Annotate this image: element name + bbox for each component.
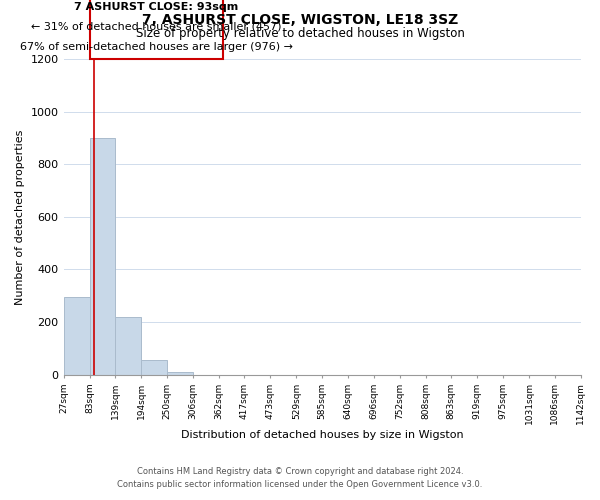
Bar <box>64 297 89 374</box>
Text: 7 ASHURST CLOSE: 93sqm: 7 ASHURST CLOSE: 93sqm <box>74 2 238 12</box>
Y-axis label: Number of detached properties: Number of detached properties <box>15 129 25 304</box>
Text: Contains HM Land Registry data © Crown copyright and database right 2024.
Contai: Contains HM Land Registry data © Crown c… <box>118 468 482 489</box>
Text: 7, ASHURST CLOSE, WIGSTON, LE18 3SZ: 7, ASHURST CLOSE, WIGSTON, LE18 3SZ <box>142 12 458 26</box>
Bar <box>89 138 115 374</box>
Text: Size of property relative to detached houses in Wigston: Size of property relative to detached ho… <box>136 28 464 40</box>
Bar <box>115 317 141 374</box>
FancyBboxPatch shape <box>89 0 223 59</box>
Bar <box>167 372 193 374</box>
Text: 67% of semi-detached houses are larger (976) →: 67% of semi-detached houses are larger (… <box>20 42 293 51</box>
Text: ← 31% of detached houses are smaller (457): ← 31% of detached houses are smaller (45… <box>31 21 281 31</box>
X-axis label: Distribution of detached houses by size in Wigston: Distribution of detached houses by size … <box>181 430 463 440</box>
Bar <box>141 360 167 374</box>
